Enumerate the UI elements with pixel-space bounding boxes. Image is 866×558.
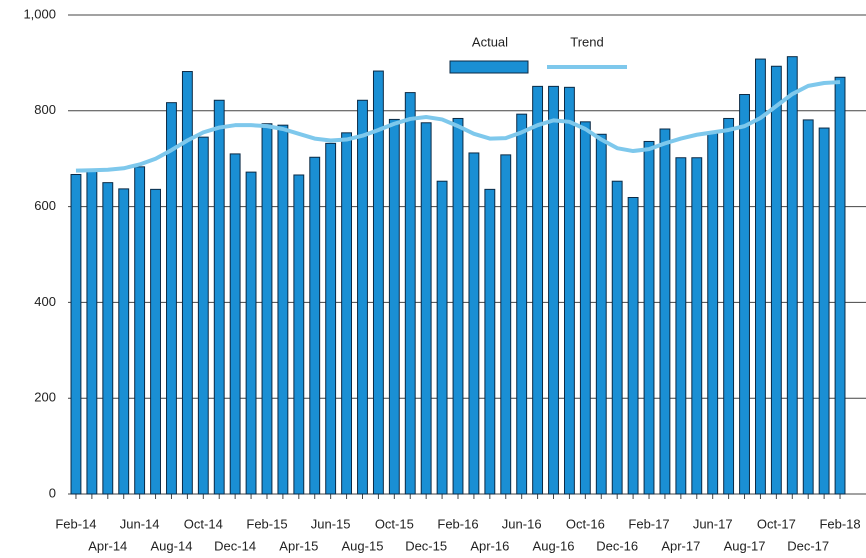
x-tick-label: Aug-16 — [533, 538, 575, 553]
y-tick-label: 600 — [34, 198, 56, 213]
x-tick-label: Oct-17 — [757, 516, 796, 531]
bar — [452, 117, 464, 495]
bar — [309, 156, 321, 495]
x-tick-label: Feb-17 — [628, 516, 669, 531]
y-tick-label: 1,000 — [23, 6, 56, 21]
x-tick-label: Jun-14 — [120, 516, 160, 531]
bar — [627, 196, 639, 495]
bar — [468, 152, 480, 495]
x-tick-label: Aug-17 — [724, 538, 766, 553]
bar — [532, 85, 544, 495]
bar — [245, 171, 257, 495]
y-tick-label: 400 — [34, 294, 56, 309]
x-tick-label: Apr-15 — [279, 538, 318, 553]
bar — [404, 92, 416, 495]
trend-line — [75, 80, 841, 173]
bar — [325, 142, 337, 495]
bar — [611, 180, 623, 495]
bar — [118, 188, 130, 495]
x-tick-label: Feb-14 — [55, 516, 96, 531]
bar — [357, 99, 368, 495]
x-tick-label: Oct-15 — [375, 516, 414, 531]
bar — [484, 188, 496, 495]
bar — [707, 132, 719, 495]
bar — [834, 76, 846, 495]
y-tick-label: 0 — [49, 485, 56, 500]
x-tick-label: Dec-17 — [787, 538, 829, 553]
x-tick-label: Dec-15 — [405, 538, 447, 553]
x-tick-label: Feb-18 — [819, 516, 860, 531]
y-tick-label: 200 — [34, 390, 56, 405]
bar — [675, 157, 687, 495]
bar — [516, 113, 528, 495]
legend-label: Actual — [472, 34, 508, 49]
bar — [579, 121, 591, 495]
bar — [691, 157, 703, 495]
bar — [372, 70, 384, 495]
legend-label: Trend — [570, 34, 603, 49]
x-tick-label: Aug-15 — [342, 538, 384, 553]
bar — [818, 127, 830, 495]
x-tick-label: Dec-16 — [596, 538, 638, 553]
bar — [388, 118, 400, 495]
bar — [134, 166, 146, 495]
x-tick-label: Apr-16 — [470, 538, 509, 553]
bar — [181, 71, 193, 495]
bar — [229, 153, 241, 495]
x-tick-label: Apr-14 — [88, 538, 127, 553]
bar — [643, 140, 655, 495]
bar — [563, 86, 575, 495]
bar — [436, 180, 448, 495]
bar — [786, 56, 798, 495]
x-tick-label: Feb-15 — [246, 516, 287, 531]
y-tick-label: 800 — [34, 102, 56, 117]
bar — [213, 99, 225, 495]
bar — [595, 133, 607, 495]
x-tick-label: Oct-16 — [566, 516, 605, 531]
bar — [277, 124, 289, 495]
x-tick-label: Dec-14 — [214, 538, 256, 553]
bar — [659, 128, 671, 495]
bar — [500, 154, 512, 495]
x-tick-label: Apr-17 — [661, 538, 700, 553]
bar — [420, 122, 432, 495]
bar — [341, 132, 353, 495]
bar — [197, 136, 209, 495]
legend-swatch — [449, 60, 529, 74]
bar — [770, 65, 782, 495]
bar — [755, 58, 766, 495]
bar — [723, 117, 735, 495]
bar — [150, 188, 161, 495]
x-tick-label: Jun-17 — [693, 516, 733, 531]
bar — [739, 94, 750, 495]
x-tick-label: Jun-16 — [502, 516, 542, 531]
bar — [548, 85, 559, 495]
bar — [166, 102, 177, 495]
bar — [261, 123, 273, 495]
bar — [86, 170, 98, 495]
bar — [102, 182, 114, 495]
bar — [293, 174, 305, 495]
bar — [802, 119, 814, 495]
x-tick-label: Jun-15 — [311, 516, 351, 531]
x-tick-label: Feb-16 — [437, 516, 478, 531]
x-tick-label: Oct-14 — [184, 516, 223, 531]
bar — [70, 174, 82, 495]
x-tick-label: Aug-14 — [151, 538, 193, 553]
